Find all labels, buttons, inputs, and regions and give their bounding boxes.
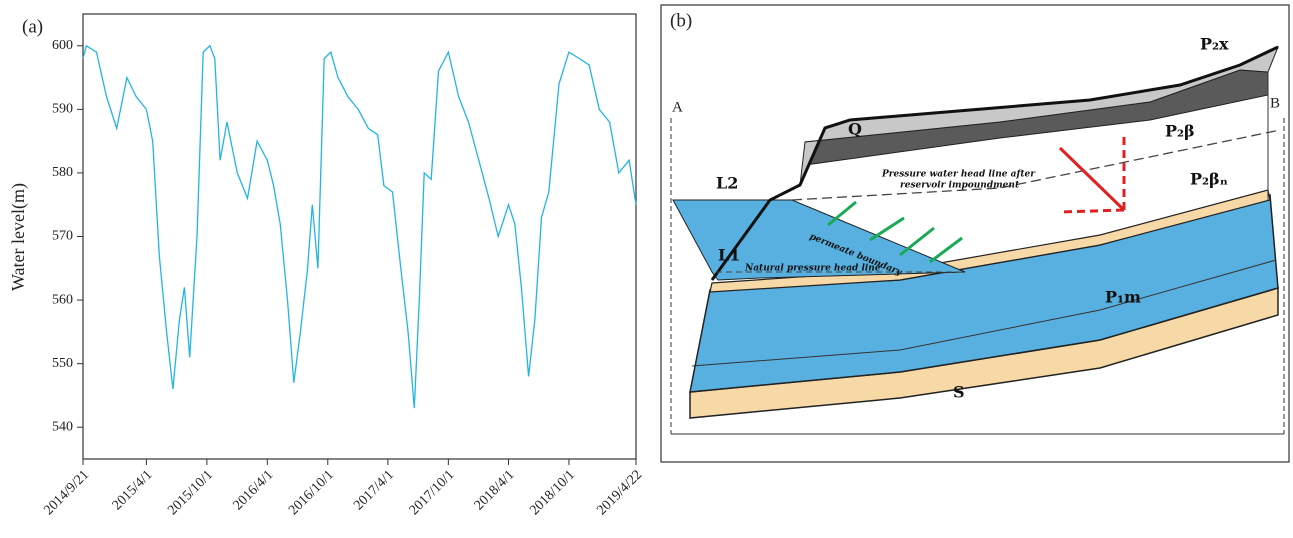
- section-end: B: [1270, 95, 1280, 111]
- x-tick-label: 2015/10/1: [165, 467, 216, 518]
- stratum-q: [799, 46, 1279, 186]
- y-tick-label: 600: [52, 38, 73, 53]
- line-label: reservoir impoundment: [900, 181, 1020, 191]
- x-tick-label: 2017/10/1: [407, 467, 458, 518]
- water-level: L1: [718, 246, 740, 265]
- line-label: Pressure water head line after: [881, 170, 1036, 180]
- panel-label: (a): [22, 16, 43, 37]
- stress-arrows: [1058, 132, 1126, 214]
- line-label: Natural pressure head line: [744, 264, 881, 274]
- layer-line: [691, 259, 1277, 367]
- x-tick-label: 2015/4/1: [110, 467, 156, 513]
- x-tick-label: 2018/4/1: [472, 467, 518, 513]
- x-tick-label: 2016/10/1: [286, 467, 337, 518]
- y-tick-label: 550: [52, 356, 73, 371]
- data-line: [82, 44, 637, 409]
- stratum-label: P₂x: [1200, 35, 1229, 54]
- y-tick-label: 580: [52, 165, 73, 180]
- panel-label: (b): [670, 10, 692, 31]
- y-tick-label: 590: [52, 102, 73, 117]
- x-tick-label: 2017/4/1: [351, 467, 397, 513]
- x-tick-label: 2016/4/1: [231, 467, 277, 513]
- y-tick-label: 560: [52, 292, 73, 307]
- x-tick-label: 2018/10/1: [527, 467, 578, 518]
- plot-frame: [82, 13, 637, 460]
- head-line: [791, 129, 1281, 201]
- diagram-frame: [660, 4, 1290, 463]
- y-axis-label: Water level(m): [8, 183, 29, 291]
- stratum-p2bn: [709, 189, 1271, 293]
- ground-surface: [710, 45, 1279, 281]
- x-tick-label: 2019/4/22: [594, 467, 645, 518]
- y-tick-label: 570: [52, 229, 73, 244]
- stratum-label: S: [953, 383, 965, 402]
- stratum-label: Q: [848, 120, 862, 139]
- stratum-label: P₁m: [1105, 288, 1141, 307]
- stratum-label: P₂β: [1165, 122, 1195, 141]
- x-tick-label: 2014/9/21: [41, 467, 92, 518]
- section-end: A: [672, 99, 683, 115]
- diagram: (b) A B P₂x Q P₂β P₂βₙ P₁m S L2 L1 Press…: [660, 4, 1290, 463]
- water-level: L2: [716, 174, 738, 193]
- seepage-arrows: [827, 200, 963, 264]
- stratum-label: P₂βₙ: [1190, 170, 1228, 189]
- y-tick-label: 540: [52, 419, 73, 434]
